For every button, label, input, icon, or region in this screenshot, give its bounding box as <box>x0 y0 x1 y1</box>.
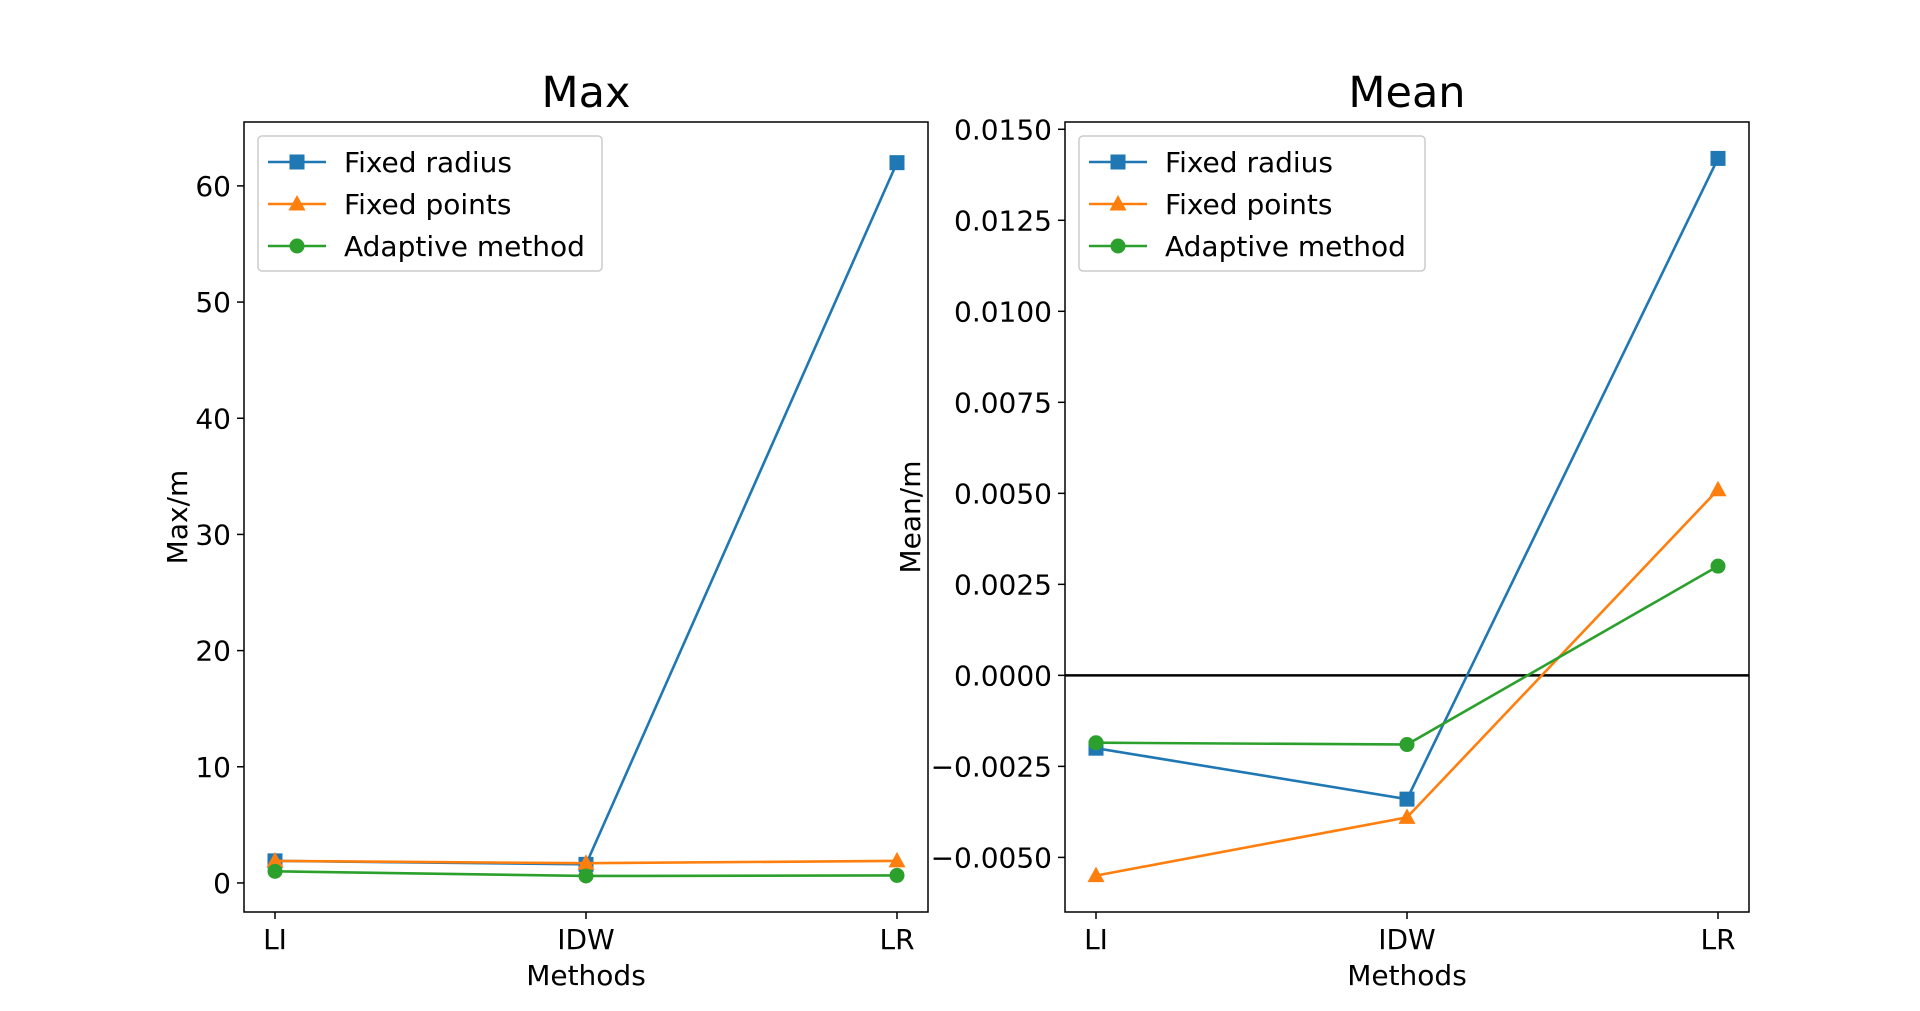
data-point-0-2 <box>889 155 905 171</box>
data-point-1-2 <box>888 851 906 868</box>
data-point-1-1 <box>1398 808 1416 824</box>
data-point-1-2 <box>1709 480 1727 497</box>
legend-label: Adaptive method <box>344 230 585 263</box>
chart-title: Mean <box>1348 68 1465 118</box>
y-tick-label: −0.0050 <box>931 841 1052 874</box>
data-point-1-0 <box>1087 866 1105 883</box>
legend-label: Fixed radius <box>1165 146 1333 179</box>
data-point-2-0 <box>1088 735 1104 751</box>
y-tick-label: 30 <box>195 518 231 551</box>
chart-panel-1: −0.0050 −0.0025 0.0000 0.0025 0.0050 0.0075 0.… <box>894 68 1750 992</box>
y-tick-label: 0.0050 <box>954 477 1052 510</box>
y-tick-label: 0.0075 <box>954 386 1052 419</box>
legend-marker-2 <box>289 238 305 254</box>
data-point-2-1 <box>578 868 594 884</box>
x-tick-label: LI <box>263 923 287 956</box>
y-axis-label: Mean/m <box>894 461 927 574</box>
series-line-2 <box>1095 565 1719 746</box>
x-tick-label: LR <box>879 923 914 956</box>
y-tick-label: 0.0125 <box>954 204 1052 237</box>
legend-marker-1 <box>1109 195 1127 211</box>
legend-label: Fixed points <box>1165 188 1332 221</box>
y-tick-label: 60 <box>195 170 231 203</box>
legend-box <box>1078 135 1426 272</box>
x-axis-label: Methods <box>526 959 646 992</box>
x-axis-label: Methods <box>1347 959 1467 992</box>
legend: Fixed radius Fixed points Adaptive method <box>1078 135 1426 272</box>
x-tick-label: LI <box>1084 923 1108 956</box>
legend-marker-2 <box>1110 238 1126 254</box>
y-tick-label: 0 <box>213 867 231 900</box>
data-point-0-1 <box>1399 791 1415 807</box>
y-tick-label: 10 <box>195 751 231 784</box>
chart-panel-0: 0 10 20 30 40 50 60 LI IDW LR Max Methods Max/m Fixed… <box>161 68 929 992</box>
legend-label: Adaptive method <box>1165 230 1406 263</box>
x-tick-label: IDW <box>1378 923 1436 956</box>
y-tick-label: 40 <box>195 402 231 435</box>
legend-label: Fixed points <box>344 188 511 221</box>
data-point-2-2 <box>1710 558 1726 574</box>
y-tick-label: 0.0025 <box>954 568 1052 601</box>
data-point-1-0 <box>266 851 284 868</box>
legend-marker-0 <box>289 154 305 170</box>
legend-box <box>257 135 603 272</box>
x-tick-label: IDW <box>557 923 615 956</box>
data-point-2-1 <box>1399 737 1415 753</box>
y-tick-label: 20 <box>195 635 231 668</box>
y-tick-label: 0.0100 <box>954 295 1052 328</box>
chart-title: Max <box>542 68 631 118</box>
data-point-0-2 <box>1710 150 1726 166</box>
data-point-1-1 <box>577 854 595 870</box>
legend-marker-1 <box>288 195 306 211</box>
data-point-2-0 <box>267 863 283 879</box>
x-tick-label: LR <box>1700 923 1735 956</box>
data-point-2-2 <box>889 867 905 883</box>
y-tick-label: 0.0150 <box>954 113 1052 146</box>
y-tick-label: 50 <box>195 286 231 319</box>
legend-label: Fixed radius <box>344 146 512 179</box>
legend: Fixed radius Fixed points Adaptive method <box>257 135 603 272</box>
y-tick-label: 0.0000 <box>954 659 1052 692</box>
y-tick-label: −0.0025 <box>931 750 1052 783</box>
legend-marker-0 <box>1110 154 1126 170</box>
y-axis-label: Max/m <box>161 470 194 565</box>
